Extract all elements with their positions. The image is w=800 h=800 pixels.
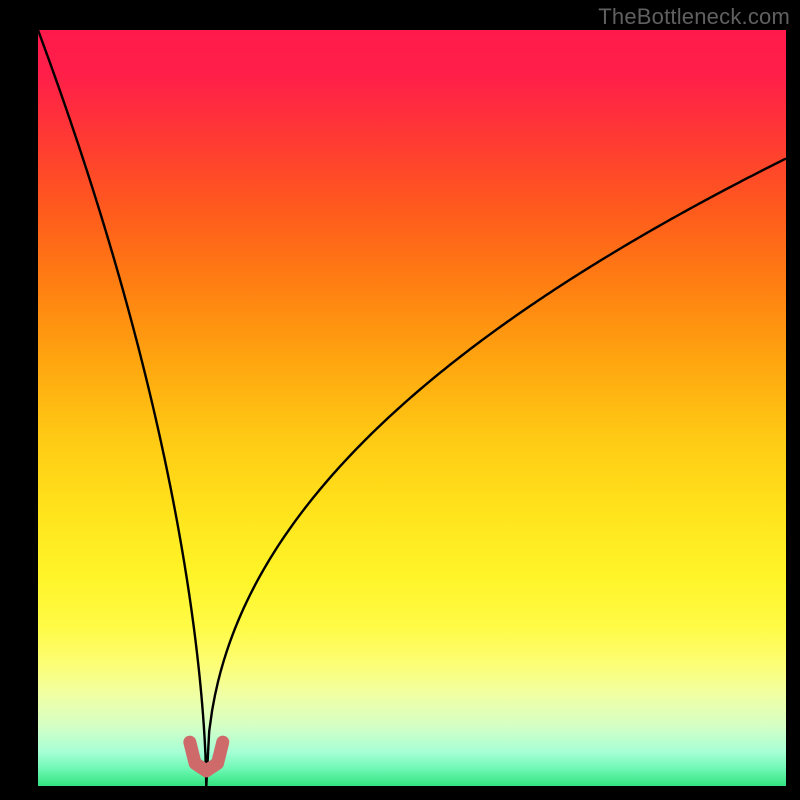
bottleneck-chart <box>0 0 800 800</box>
chart-gradient-bg <box>38 30 786 786</box>
watermark-label: TheBottleneck.com <box>598 4 790 30</box>
chart-container: TheBottleneck.com <box>0 0 800 800</box>
